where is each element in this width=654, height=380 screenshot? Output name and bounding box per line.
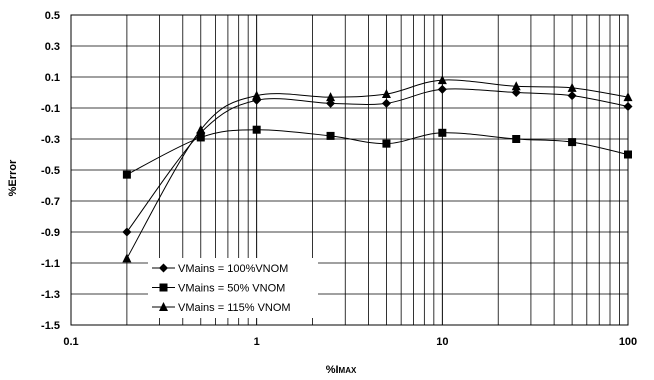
legend-label: VMains = 100%VNOM bbox=[178, 263, 288, 275]
legend-box bbox=[148, 258, 318, 318]
data-point bbox=[326, 92, 336, 102]
legend-marker bbox=[159, 302, 168, 311]
data-point bbox=[437, 84, 447, 94]
y-tick-label: -0.9 bbox=[41, 227, 60, 239]
x-axis-ticks: 0.1 1 10 100 bbox=[63, 336, 637, 348]
y-tick-label: -0.1 bbox=[41, 103, 60, 115]
y-tick-label: 0.1 bbox=[45, 72, 60, 84]
series-line bbox=[126, 88, 629, 233]
data-point bbox=[567, 82, 577, 92]
x-tick-label: 0.1 bbox=[63, 336, 78, 348]
data-point bbox=[196, 133, 205, 142]
data-point bbox=[567, 91, 577, 101]
x-axis-title: %IMAX bbox=[326, 364, 357, 376]
x-tick-label: 10 bbox=[436, 336, 448, 348]
y-tick-label: 0.3 bbox=[45, 41, 60, 53]
x-tick-label: 1 bbox=[254, 336, 260, 348]
x-axis-title-subscript: MAX bbox=[339, 366, 357, 375]
y-tick-label: -0.7 bbox=[41, 196, 60, 208]
data-point bbox=[512, 135, 521, 143]
y-axis-title: %Error bbox=[7, 159, 19, 196]
data-point bbox=[122, 170, 131, 179]
y-tick-label: -0.5 bbox=[41, 165, 60, 177]
legend: VMains = 100%VNOM VMains = 50% VNOM VMains… bbox=[148, 258, 318, 318]
data-point bbox=[381, 98, 391, 108]
plot-frame bbox=[70, 14, 629, 326]
data-point bbox=[122, 253, 132, 263]
data-point bbox=[437, 75, 447, 85]
x-axis-title-main: %I bbox=[326, 364, 339, 376]
data-point bbox=[252, 90, 262, 100]
y-tick-label: -0.3 bbox=[41, 134, 60, 146]
y-axis-ticks: 0.5 0.3 0.1 -0.1 -0.3 -0.5 -0.7 -0.9 -1.1 -1.3 -1.… bbox=[41, 10, 60, 332]
data-point bbox=[122, 227, 132, 237]
legend-label: VMains = 50% VNOM bbox=[178, 283, 285, 295]
data-point bbox=[196, 124, 206, 134]
x-tick-label: 100 bbox=[619, 336, 637, 348]
legend-marker bbox=[159, 263, 168, 273]
data-point bbox=[326, 131, 335, 140]
series-layer bbox=[122, 75, 633, 263]
legend-label: VMains = 115% VNOM bbox=[178, 302, 291, 314]
data-point bbox=[438, 128, 447, 137]
data-point bbox=[252, 125, 261, 134]
data-point bbox=[511, 81, 521, 91]
y-tick-label: -1.1 bbox=[41, 258, 60, 270]
legend-marker bbox=[159, 283, 168, 292]
data-point bbox=[568, 138, 577, 147]
data-point bbox=[382, 139, 391, 148]
y-tick-label: -1.3 bbox=[41, 289, 60, 301]
series-line bbox=[126, 79, 629, 259]
series-3 bbox=[122, 75, 633, 263]
y-tick-label: -1.5 bbox=[41, 320, 60, 332]
data-point bbox=[381, 89, 391, 99]
y-tick-label: 0.5 bbox=[45, 10, 60, 22]
